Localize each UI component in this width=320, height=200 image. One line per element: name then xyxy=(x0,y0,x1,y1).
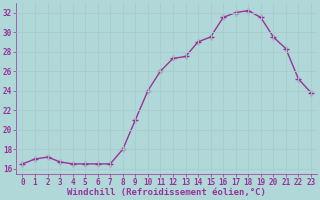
X-axis label: Windchill (Refroidissement éolien,°C): Windchill (Refroidissement éolien,°C) xyxy=(67,188,266,197)
